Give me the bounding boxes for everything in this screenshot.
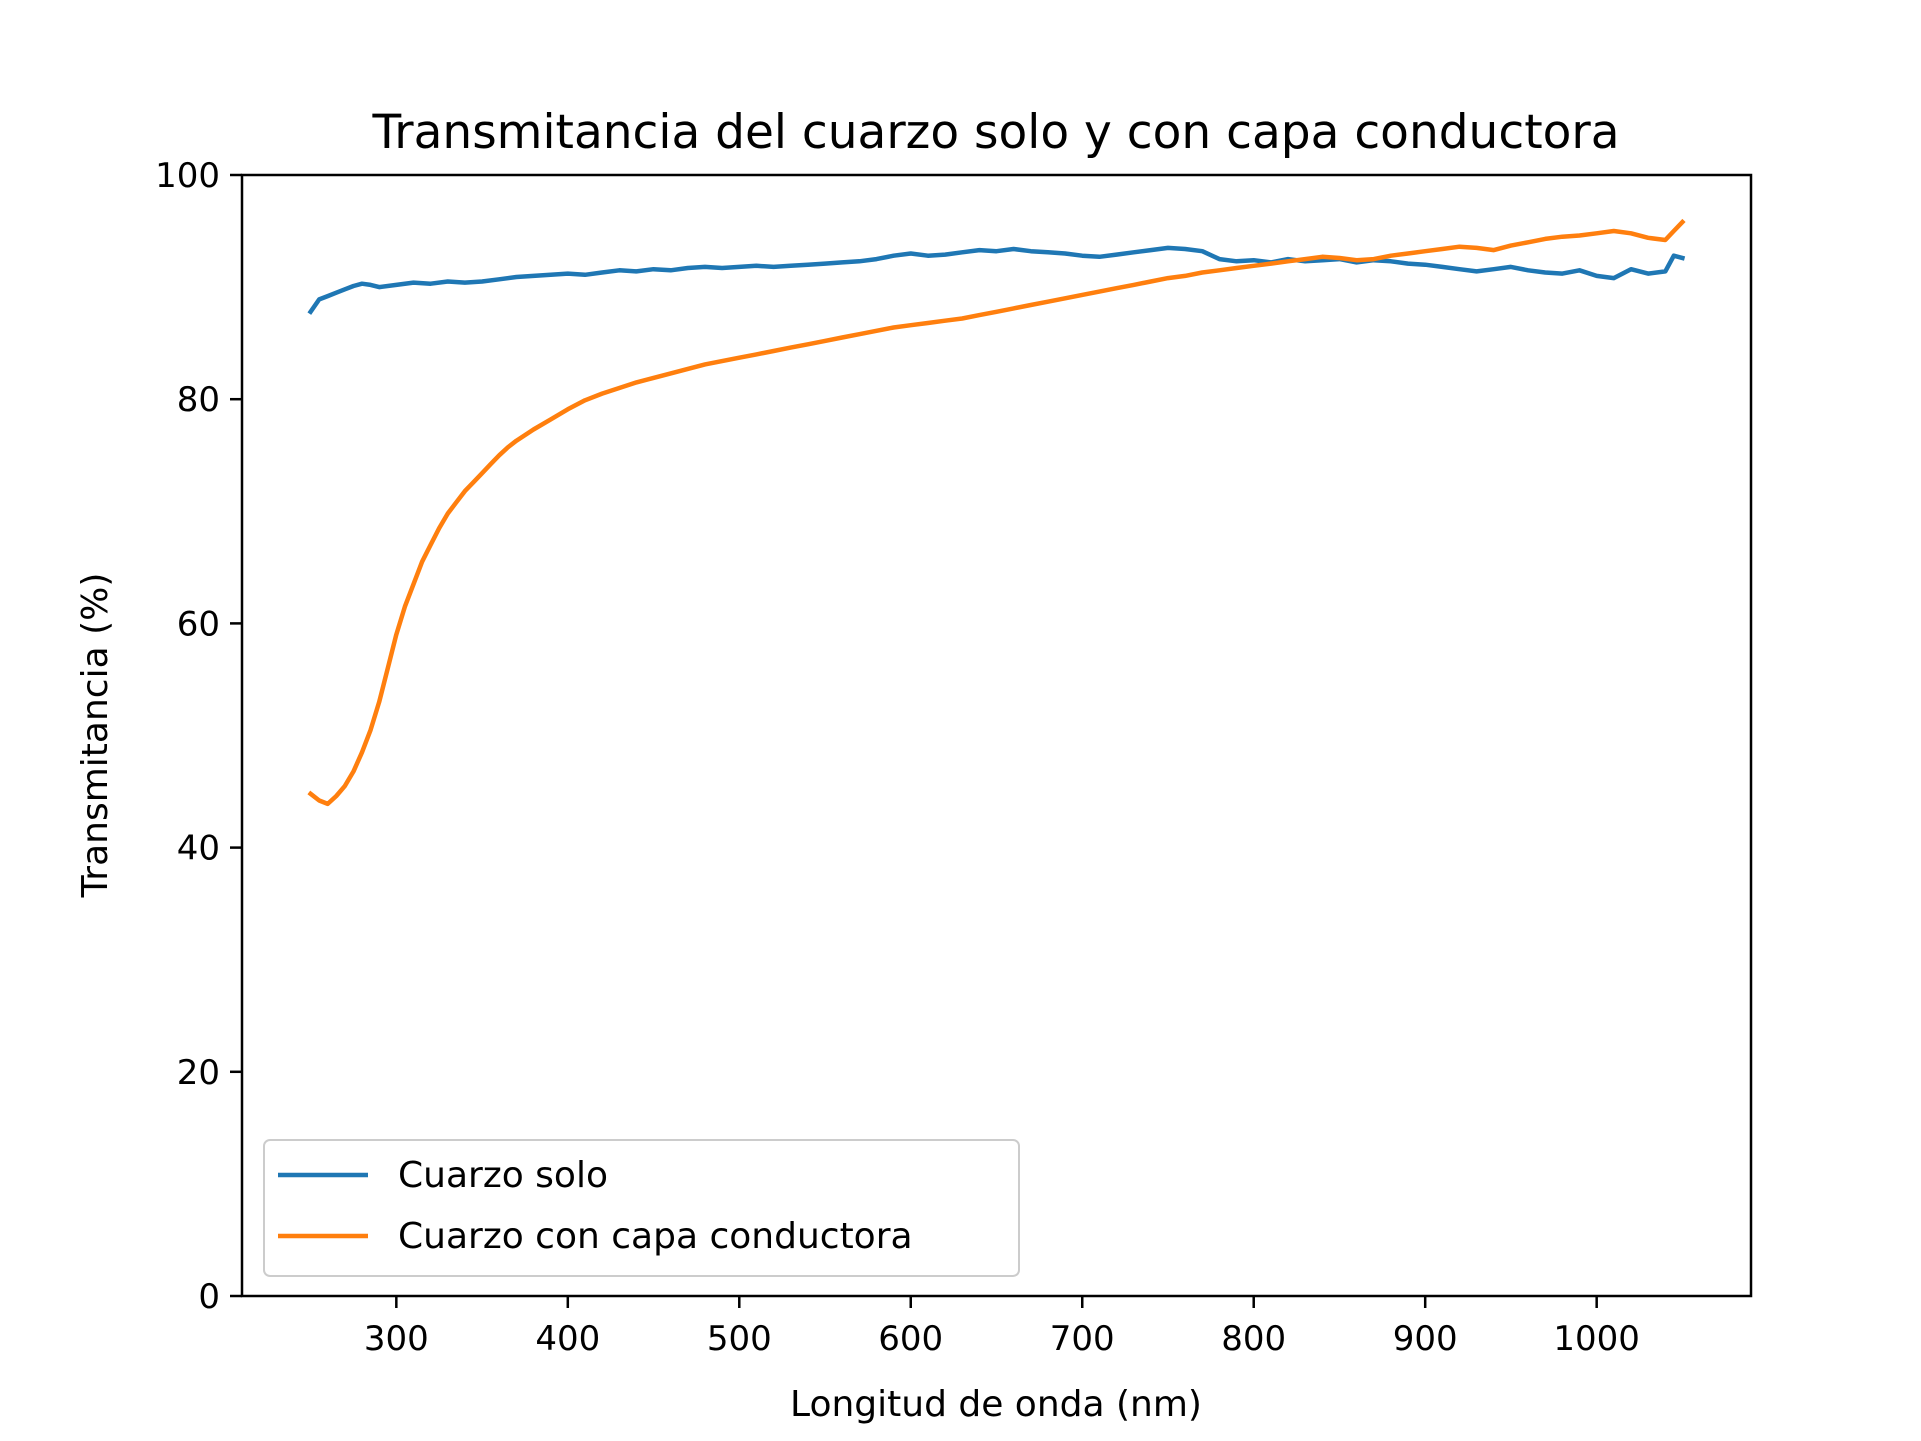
legend-label-cuarzo-solo: Cuarzo solo [398,1155,608,1196]
legend: Cuarzo solo Cuarzo con capa conductora [263,1139,1020,1277]
series-line-cuarzo-solo [307,245,1686,315]
x-tick-label: 1000 [1553,1319,1640,1359]
y-tick-label: 0 [198,1277,220,1317]
x-tick-label: 400 [535,1319,600,1359]
x-tick-label: 600 [878,1319,943,1359]
legend-label-cuarzo-con-capa: Cuarzo con capa conductora [398,1216,913,1257]
series-line-cuarzo-con-capa [307,218,1686,807]
x-tick-label: 300 [364,1319,429,1359]
chart-title: Transmitancia del cuarzo solo y con capa… [371,105,1619,160]
series-layer [307,218,1686,807]
y-tick-label: 100 [155,156,220,196]
legend-box [263,1139,1020,1277]
plot-frame [240,173,1753,1298]
y-axis: 0 20 40 60 80 100 [155,156,242,1317]
y-tick-label: 20 [177,1053,220,1093]
y-tick-label: 40 [177,829,220,869]
x-tick-label: 800 [1221,1319,1286,1359]
x-tick-label: 500 [707,1319,772,1359]
y-tick-label: 80 [177,380,220,420]
x-tick-label: 700 [1050,1319,1115,1359]
y-axis-label: Transmitancia (%) [75,573,116,899]
x-tick-label: 900 [1393,1319,1458,1359]
x-axis-label: Longitud de onda (nm) [790,1384,1202,1425]
y-tick-label: 60 [177,604,220,644]
x-axis: 300 400 500 600 700 800 900 1000 [364,1296,1640,1359]
